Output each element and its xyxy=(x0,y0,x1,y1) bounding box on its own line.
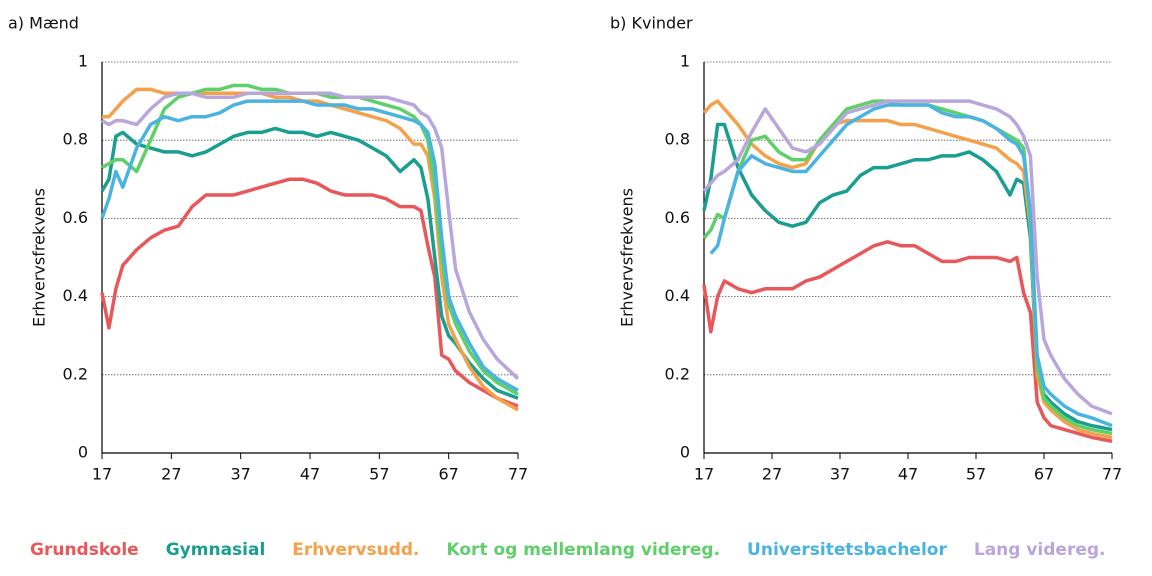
series-line xyxy=(100,99,519,392)
x-tick-label: 47 xyxy=(898,465,918,484)
y-tick-label: 0.4 xyxy=(63,286,88,305)
panel-title: b) Kvinder xyxy=(610,14,693,33)
x-tick-label: 67 xyxy=(1034,465,1054,484)
series-line xyxy=(101,83,519,396)
series-line xyxy=(100,126,519,400)
y-tick-label: 0.6 xyxy=(665,208,690,227)
x-tick-label: 77 xyxy=(1102,465,1122,484)
y-tick-label: 0.4 xyxy=(665,286,690,305)
legend-entry: Kort og mellemlang videreg. xyxy=(447,540,721,560)
series-line xyxy=(101,91,520,380)
series-line xyxy=(709,103,1113,428)
y-axis-label: Erhvervsfrekvens xyxy=(30,188,49,327)
series-line xyxy=(702,99,1113,436)
series-line xyxy=(702,99,1113,416)
y-axis-label: Erhvervsfrekvens xyxy=(618,188,637,327)
x-tick-label: 77 xyxy=(508,465,528,484)
x-tick-label: 57 xyxy=(369,465,389,484)
y-tick-label: 0.8 xyxy=(665,130,690,149)
x-tick-label: 27 xyxy=(161,465,181,484)
series-line xyxy=(102,87,519,412)
x-tick-label: 67 xyxy=(438,465,458,484)
legend-entry: Erhvervsudd. xyxy=(292,540,419,560)
legend-entry: Gymnasial xyxy=(166,540,266,560)
y-tick-label: 0 xyxy=(680,443,690,462)
x-tick-label: 57 xyxy=(966,465,986,484)
series-line xyxy=(702,122,1113,432)
series-line xyxy=(100,177,519,408)
y-tick-label: 1 xyxy=(78,52,88,71)
x-tick-label: 17 xyxy=(694,465,714,484)
legend-entry: Universitetsbachelor xyxy=(747,540,947,560)
y-tick-label: 0.2 xyxy=(665,364,690,383)
series-line xyxy=(702,240,1113,443)
x-tick-label: 37 xyxy=(230,465,250,484)
legend-entry: Lang videreg. xyxy=(974,540,1106,560)
x-tick-label: 47 xyxy=(300,465,320,484)
y-tick-label: 0.8 xyxy=(63,130,88,149)
y-tick-label: 1 xyxy=(680,52,690,71)
legend-entry: Grundskole xyxy=(30,540,139,560)
y-tick-label: 0.6 xyxy=(63,208,88,227)
x-tick-label: 17 xyxy=(92,465,112,484)
y-tick-label: 0.2 xyxy=(63,364,88,383)
panel-title: a) Mænd xyxy=(8,14,79,33)
y-tick-label: 0 xyxy=(78,443,88,462)
x-tick-label: 27 xyxy=(762,465,782,484)
series-line xyxy=(702,99,1113,440)
x-tick-label: 37 xyxy=(830,465,850,484)
